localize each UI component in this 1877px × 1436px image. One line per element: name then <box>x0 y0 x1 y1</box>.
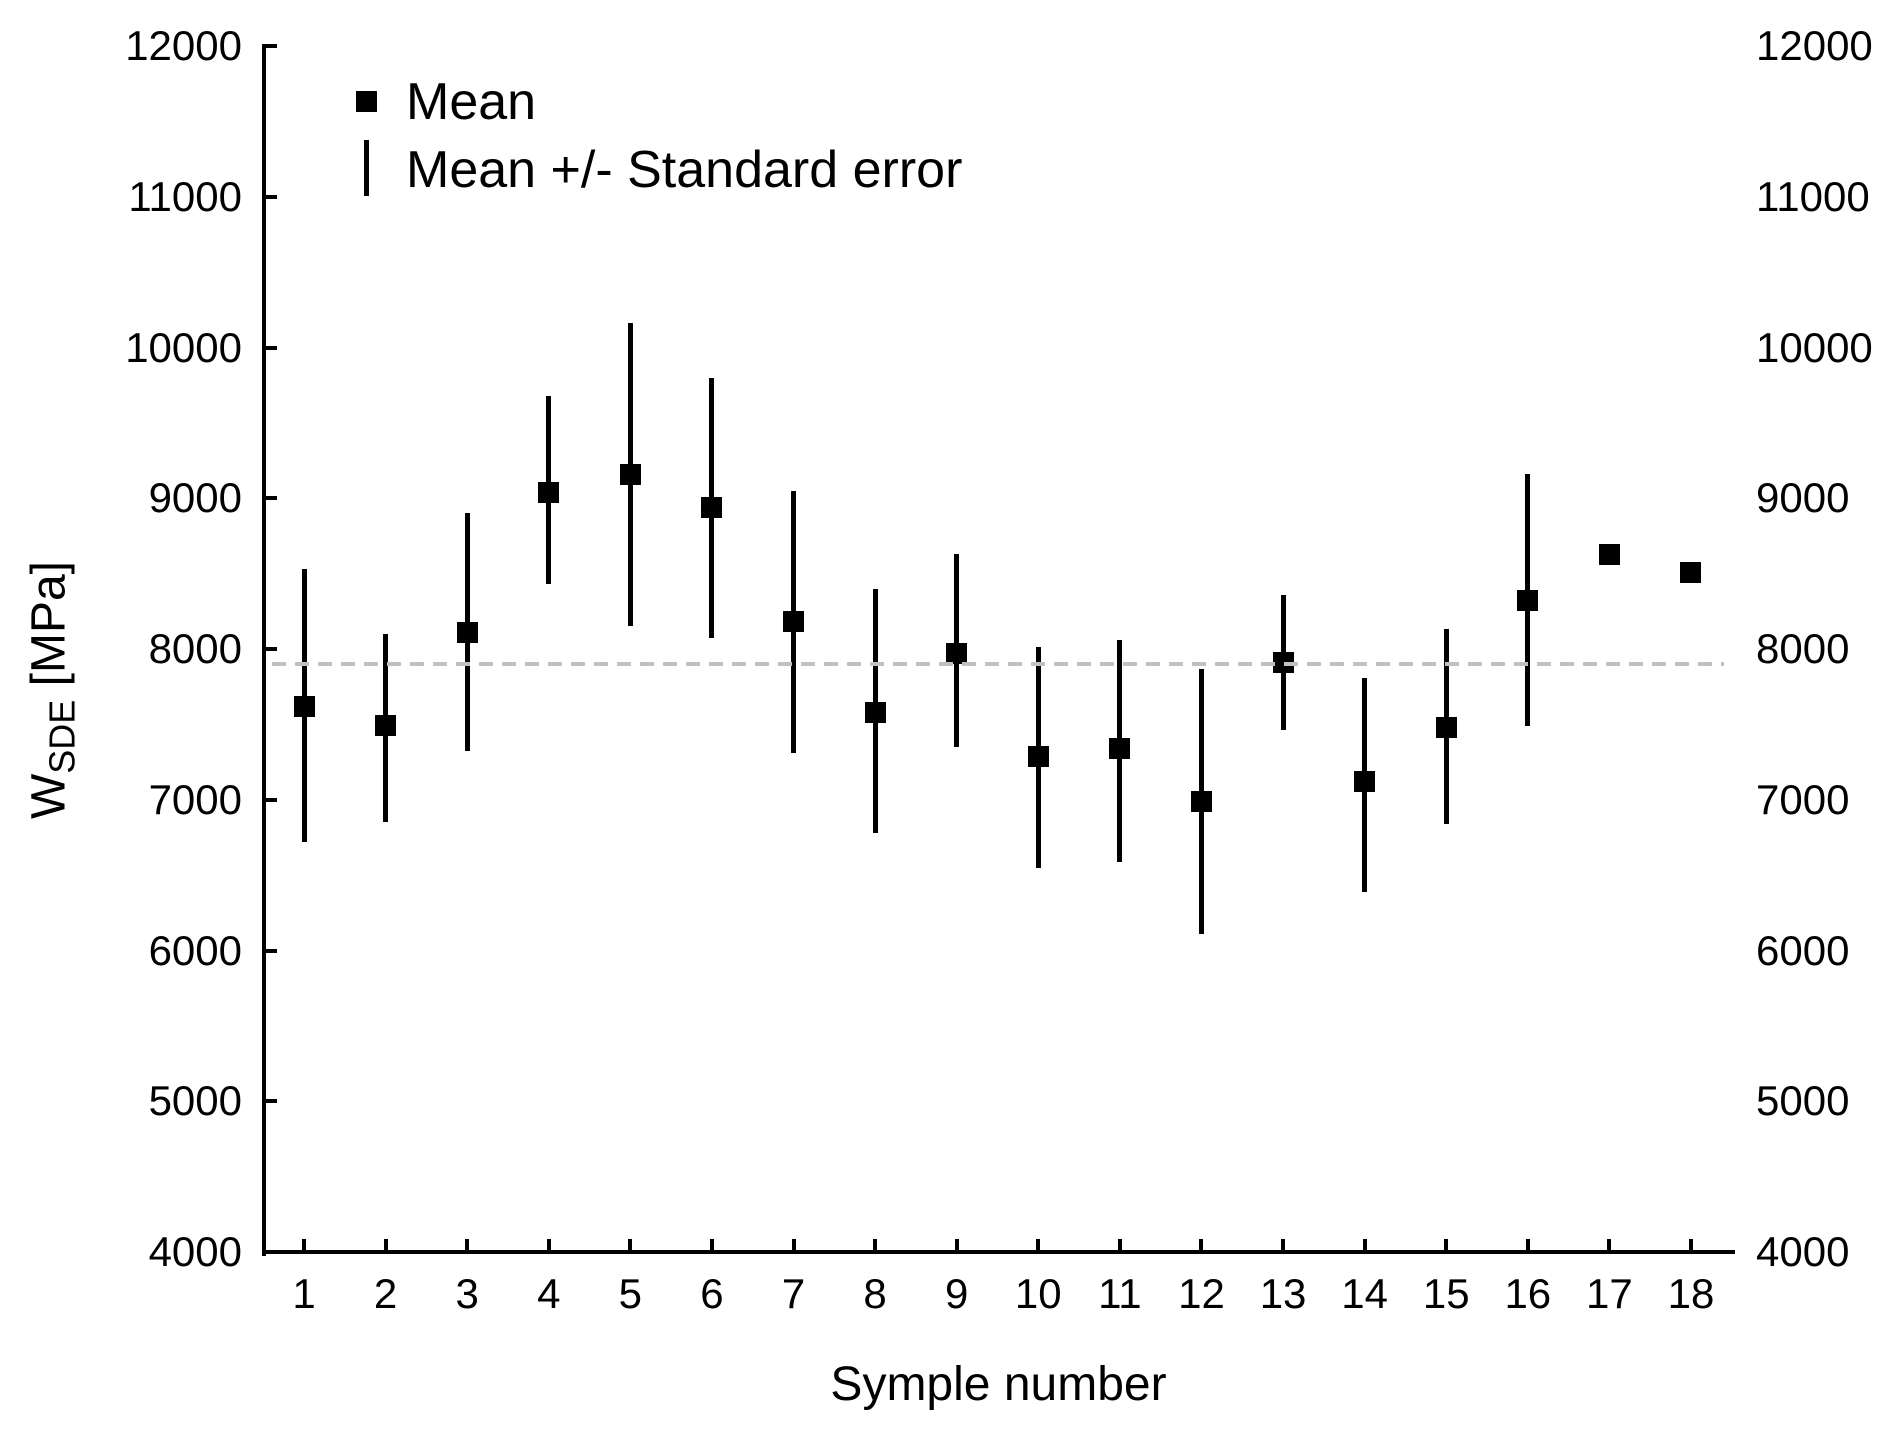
y-tick-7000 <box>266 797 277 802</box>
y-tick-label-right-5000: 5000 <box>1756 1077 1850 1125</box>
y-tick-label-right-9000: 9000 <box>1756 474 1850 522</box>
y-tick-12000 <box>266 44 277 48</box>
x-tick-label-18: 18 <box>1667 1270 1715 1317</box>
x-tick-17 <box>1607 1239 1612 1250</box>
mean-marker-2 <box>375 715 397 737</box>
x-tick-5 <box>628 1239 633 1250</box>
mean-marker-11 <box>1109 737 1131 759</box>
y-tick-label-right-7000: 7000 <box>1756 775 1850 823</box>
mean-marker-8 <box>864 701 886 723</box>
x-tick-label-7: 7 <box>781 1270 806 1317</box>
mean-marker-16 <box>1517 590 1539 612</box>
x-tick-4 <box>546 1239 551 1250</box>
y-tick-label-left-12000: 12000 <box>125 22 242 69</box>
x-tick-label-8: 8 <box>863 1270 887 1317</box>
mean-marker-9 <box>946 643 968 665</box>
x-tick-label-4: 4 <box>537 1270 561 1317</box>
y-axis-title-subscript: SDE <box>41 699 83 774</box>
mean-marker-17 <box>1598 543 1620 565</box>
x-tick-label-5: 5 <box>618 1270 643 1317</box>
mean-marker-1 <box>293 695 315 717</box>
x-tick-10 <box>1036 1239 1041 1250</box>
y-tick-8000 <box>266 647 277 651</box>
x-tick-label-9: 9 <box>945 1270 969 1317</box>
mean-marker-15 <box>1435 716 1457 738</box>
x-tick-9 <box>954 1239 959 1250</box>
y-tick-4000 <box>266 1250 277 1254</box>
y-tick-label-left-8000: 8000 <box>148 625 242 672</box>
y-tick-6000 <box>266 948 277 953</box>
legend-stderr-line-icon <box>364 140 369 196</box>
x-tick-label-13: 13 <box>1259 1270 1307 1317</box>
x-tick-15 <box>1444 1239 1449 1250</box>
x-tick-13 <box>1281 1239 1286 1250</box>
y-tick-label-right-11000: 11000 <box>1756 172 1870 220</box>
mean-marker-12 <box>1190 790 1212 812</box>
x-tick-label-10: 10 <box>1014 1270 1062 1317</box>
x-tick-11 <box>1117 1239 1122 1250</box>
mean-marker-6 <box>701 496 723 518</box>
legend-stderr-label: Mean +/- Standard error <box>406 141 963 199</box>
y-tick-9000 <box>266 496 277 501</box>
x-tick-2 <box>383 1239 388 1250</box>
x-tick-label-3: 3 <box>455 1270 479 1317</box>
legend-mean-label: Mean <box>406 73 537 131</box>
x-tick-18 <box>1688 1239 1693 1250</box>
mean-marker-5 <box>619 463 641 485</box>
x-tick-1 <box>302 1239 306 1250</box>
y-tick-label-left-5000: 5000 <box>148 1077 242 1125</box>
x-tick-label-11: 11 <box>1098 1270 1142 1317</box>
mean-marker-4 <box>538 481 560 503</box>
x-tick-label-12: 12 <box>1178 1270 1225 1317</box>
x-tick-label-15: 15 <box>1422 1270 1470 1317</box>
y-tick-10000 <box>266 345 277 350</box>
x-tick-label-16: 16 <box>1504 1270 1552 1317</box>
x-tick-label-1: 1 <box>292 1270 316 1317</box>
x-axis-line <box>262 1250 1735 1254</box>
y-tick-label-left-11000: 11000 <box>128 172 242 220</box>
y-tick-label-right-10000: 10000 <box>1756 323 1873 371</box>
y-tick-11000 <box>266 194 277 199</box>
y-tick-label-left-7000: 7000 <box>148 775 242 823</box>
y-tick-label-left-4000: 4000 <box>148 1228 242 1275</box>
y-tick-label-right-4000: 4000 <box>1756 1228 1850 1275</box>
x-tick-12 <box>1199 1239 1204 1250</box>
y-tick-label-right-8000: 8000 <box>1756 625 1850 672</box>
x-tick-14 <box>1362 1239 1367 1250</box>
mean-marker-18 <box>1680 561 1702 583</box>
y-tick-label-left-9000: 9000 <box>148 474 242 522</box>
x-tick-label-6: 6 <box>700 1270 724 1317</box>
x-tick-3 <box>465 1239 470 1250</box>
mean-marker-3 <box>456 621 478 643</box>
x-tick-16 <box>1525 1239 1530 1250</box>
y-axis-line <box>262 44 266 1256</box>
mean-marker-7 <box>783 611 805 633</box>
mean-marker-10 <box>1027 745 1049 767</box>
x-tick-7 <box>791 1239 796 1250</box>
reference-dashed-line <box>272 662 1724 667</box>
x-tick-6 <box>709 1239 714 1250</box>
y-tick-5000 <box>266 1099 277 1104</box>
x-tick-label-17: 17 <box>1586 1270 1633 1317</box>
x-tick-8 <box>873 1239 878 1250</box>
legend-mean-square-icon <box>356 91 377 112</box>
y-tick-label-left-6000: 6000 <box>148 926 242 974</box>
x-tick-label-2: 2 <box>373 1270 398 1317</box>
y-tick-label-right-12000: 12000 <box>1756 22 1873 69</box>
mean-marker-14 <box>1354 771 1376 793</box>
x-axis-title: Symple number <box>830 1358 1167 1411</box>
y-tick-label-left-10000: 10000 <box>125 323 242 371</box>
x-tick-label-14: 14 <box>1341 1270 1388 1317</box>
y-tick-label-right-6000: 6000 <box>1756 926 1850 974</box>
